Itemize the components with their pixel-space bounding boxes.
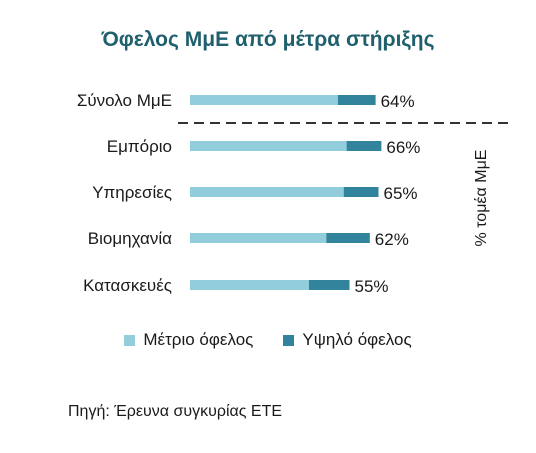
side-axis-label: % τομέα ΜμΕ: [473, 149, 490, 247]
bar-segment-moderate: [190, 280, 309, 290]
value-label: 62%: [375, 230, 409, 249]
value-label: 65%: [384, 184, 418, 203]
category-label: Εμπόριο: [107, 137, 172, 156]
category-label: Σύνολο ΜμΕ: [77, 91, 172, 110]
legend-swatch: [124, 334, 136, 346]
legend: Μέτριο όφελος Υψηλό όφελος: [0, 330, 536, 350]
value-label: 64%: [381, 92, 415, 111]
bar-segment-high: [326, 233, 370, 243]
legend-swatch: [283, 334, 295, 346]
bar-segment-moderate: [190, 187, 344, 197]
legend-item: Υψηλό όφελος: [283, 330, 412, 350]
value-label: 55%: [355, 277, 389, 296]
bar-segment-high: [308, 280, 350, 290]
category-label: Βιομηχανία: [88, 229, 172, 248]
category-label: Υπηρεσίες: [92, 183, 172, 202]
legend-item: Μέτριο όφελος: [124, 330, 253, 350]
legend-label: Υψηλό όφελος: [302, 330, 412, 349]
legend-label: Μέτριο όφελος: [143, 330, 254, 349]
bars-group: Σύνολο ΜμΕ 64% Εμπόριο 66% Υπηρεσίες 65% Βιομη…: [77, 91, 421, 296]
category-label: Κατασκευές: [83, 276, 172, 295]
source-note: Πηγή: Έρευνα συγκυρίας ΕΤΕ: [68, 403, 283, 420]
bar-segment-moderate: [190, 233, 327, 243]
bar-segment-high: [337, 95, 376, 105]
bar-segment-moderate: [190, 95, 338, 105]
bar-segment-high: [346, 141, 382, 151]
value-label: 66%: [386, 138, 420, 157]
chart-title: Όφελος ΜμΕ από μέτρα στήριξης: [101, 28, 435, 51]
bar-segment-moderate: [190, 141, 347, 151]
bar-segment-high: [343, 187, 379, 197]
